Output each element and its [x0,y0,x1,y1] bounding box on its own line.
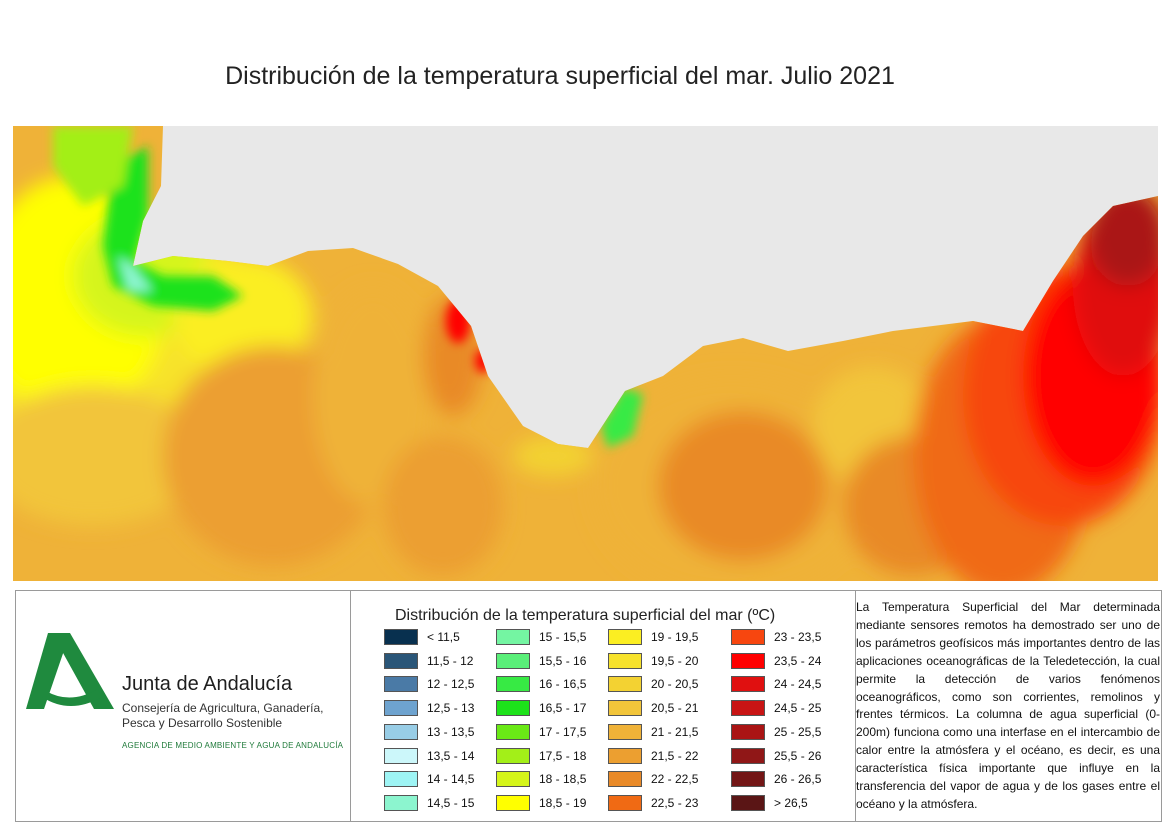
legend-label: 22 - 22,5 [651,772,699,787]
legend-label: 21 - 21,5 [651,724,699,739]
legend-label: 25 - 25,5 [774,724,822,739]
legend-swatch [384,747,418,764]
agency-name: AGENCIA DE MEDIO AMBIENTE Y AGUA DE ANDA… [122,741,344,750]
legend-swatch [608,676,642,693]
legend-swatch [384,629,418,645]
legend-label: 14 - 14,5 [427,772,475,787]
legend-swatch [496,747,530,764]
legend-label: 21,5 - 22 [651,748,699,763]
logo-area: Junta de Andalucía Consejería de Agricul… [16,591,351,821]
legend-swatch [496,700,530,717]
legend-label: 23 - 23,5 [774,630,822,644]
organization-subtitle-1: Consejería de Agricultura, Ganadería, [122,701,324,715]
legend-label: 14,5 - 15 [427,795,475,810]
legend-swatch [384,676,418,693]
legend-swatch [731,652,765,669]
legend-label: 11,5 - 12 [427,653,474,668]
legend-label: 12,5 - 13 [427,701,475,716]
legend-swatch [608,771,642,788]
legend-label: 19 - 19,5 [651,630,699,644]
legend-swatch [384,723,418,740]
legend: Distribución de la temperatura superfici… [351,591,856,821]
legend-swatch [496,676,530,693]
legend-swatch [731,794,765,811]
legend-swatch [496,794,530,811]
legend-swatch [608,629,642,645]
legend-label: 12 - 12,5 [427,677,475,692]
legend-label: 18,5 - 19 [539,795,587,810]
legend-label: 20 - 20,5 [651,677,699,692]
legend-label: < 11,5 [427,630,460,644]
legend-swatch [731,723,765,740]
legend-swatch [384,700,418,717]
legend-swatch [384,652,418,669]
legend-label: 16,5 - 17 [539,701,587,716]
legend-swatch [608,723,642,740]
legend-swatch [608,747,642,764]
info-panel: Junta de Andalucía Consejería de Agricul… [15,590,1162,822]
legend-label: 26 - 26,5 [774,772,822,787]
legend-swatch [608,652,642,669]
description-area: La Temperatura Superficial del Mar deter… [856,591,1161,821]
legend-label: 15,5 - 16 [539,653,587,668]
legend-label: 24 - 24,5 [774,677,822,692]
map-title: Distribución de la temperatura superfici… [225,62,895,90]
legend-swatch [384,794,418,811]
legend-title: Distribución de la temperatura superfici… [395,607,776,624]
legend-label: 25,5 - 26 [774,748,822,763]
legend-swatch [731,747,765,764]
legend-label: 18 - 18,5 [539,772,587,787]
legend-label: 13,5 - 14 [427,748,475,763]
legend-swatch [608,794,642,811]
legend-swatch [496,723,530,740]
legend-label: 19,5 - 20 [651,653,699,668]
legend-swatch [496,771,530,788]
legend-label: 23,5 - 24 [774,653,822,668]
legend-swatch [731,629,765,645]
legend-swatch [731,700,765,717]
legend-label: 13 - 13,5 [427,724,475,739]
legend-label: 17,5 - 18 [539,748,587,763]
junta-logo [26,633,114,709]
sst-map [13,126,1158,581]
description-text: La Temperatura Superficial del Mar deter… [856,600,1160,811]
legend-label: 22,5 - 23 [651,795,699,810]
organization-subtitle-2: Pesca y Desarrollo Sostenible [122,716,283,730]
legend-swatch [496,652,530,669]
legend-label: 17 - 17,5 [539,724,587,739]
legend-swatch [731,676,765,693]
legend-swatch [496,629,530,645]
legend-label: > 26,5 [774,795,808,810]
organization-name: Junta de Andalucía [122,673,293,695]
legend-label: 20,5 - 21 [651,701,699,716]
legend-swatch [608,700,642,717]
legend-swatch [731,771,765,788]
legend-label: 15 - 15,5 [539,630,587,644]
legend-label: 16 - 16,5 [539,677,587,692]
legend-swatch [384,771,418,788]
legend-label: 24,5 - 25 [774,701,822,716]
